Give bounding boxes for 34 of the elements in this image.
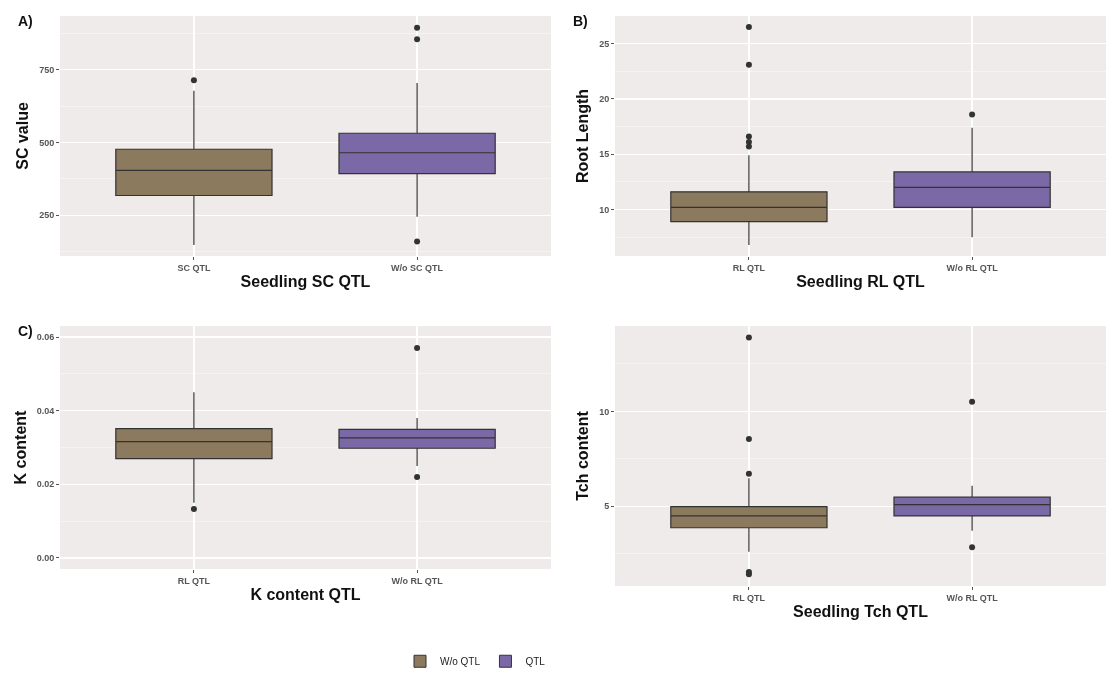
text: B) bbox=[573, 13, 588, 29]
x-tick-label: RL QTL bbox=[732, 262, 766, 273]
x-tick-label: W/o RL QTL bbox=[946, 262, 999, 273]
x-tick-label: RL QTL bbox=[732, 592, 766, 603]
y-tick-label: 20 bbox=[599, 94, 610, 105]
y-tick-label: 5 bbox=[604, 501, 610, 512]
text: A) bbox=[18, 13, 33, 29]
legend-label: W/o QTL bbox=[440, 656, 481, 668]
y-tick-label: 500 bbox=[39, 137, 55, 148]
x-tick-label: W/o SC QTL bbox=[391, 262, 444, 273]
x-tick-label: W/o RL QTL bbox=[946, 592, 999, 603]
y-tick-label: 15 bbox=[599, 149, 610, 160]
x-tick-label: SC QTL bbox=[177, 262, 211, 273]
x-tick-label: RL QTL bbox=[177, 575, 211, 586]
y-tick-label: 250 bbox=[39, 210, 55, 221]
x-axis-title: Seedling SC QTL bbox=[240, 273, 371, 291]
x-axis-title: K content QTL bbox=[250, 586, 361, 604]
y-tick-label: 750 bbox=[39, 64, 55, 75]
x-tick-label: W/o RL QTL bbox=[391, 575, 444, 586]
text: C) bbox=[18, 323, 33, 339]
y-tick-label: 0.06 bbox=[36, 332, 55, 343]
y-tick-label: 25 bbox=[599, 38, 610, 49]
y-axis-title: SC value bbox=[14, 102, 32, 170]
y-axis-title: K content bbox=[11, 409, 29, 485]
x-axis-title: Seedling Tch QTL bbox=[793, 603, 929, 621]
y-tick-label: 0.00 bbox=[36, 553, 55, 564]
y-axis-title: Tch content bbox=[574, 410, 592, 501]
y-tick-label: 0.04 bbox=[36, 405, 55, 416]
y-axis-title: Root Length bbox=[574, 88, 592, 184]
y-tick-label: 10 bbox=[599, 406, 610, 417]
legend-label: QTL bbox=[525, 656, 546, 668]
y-tick-label: 0.02 bbox=[36, 479, 55, 490]
y-tick-label: 10 bbox=[599, 204, 610, 215]
x-axis-title: Seedling RL QTL bbox=[796, 273, 926, 291]
